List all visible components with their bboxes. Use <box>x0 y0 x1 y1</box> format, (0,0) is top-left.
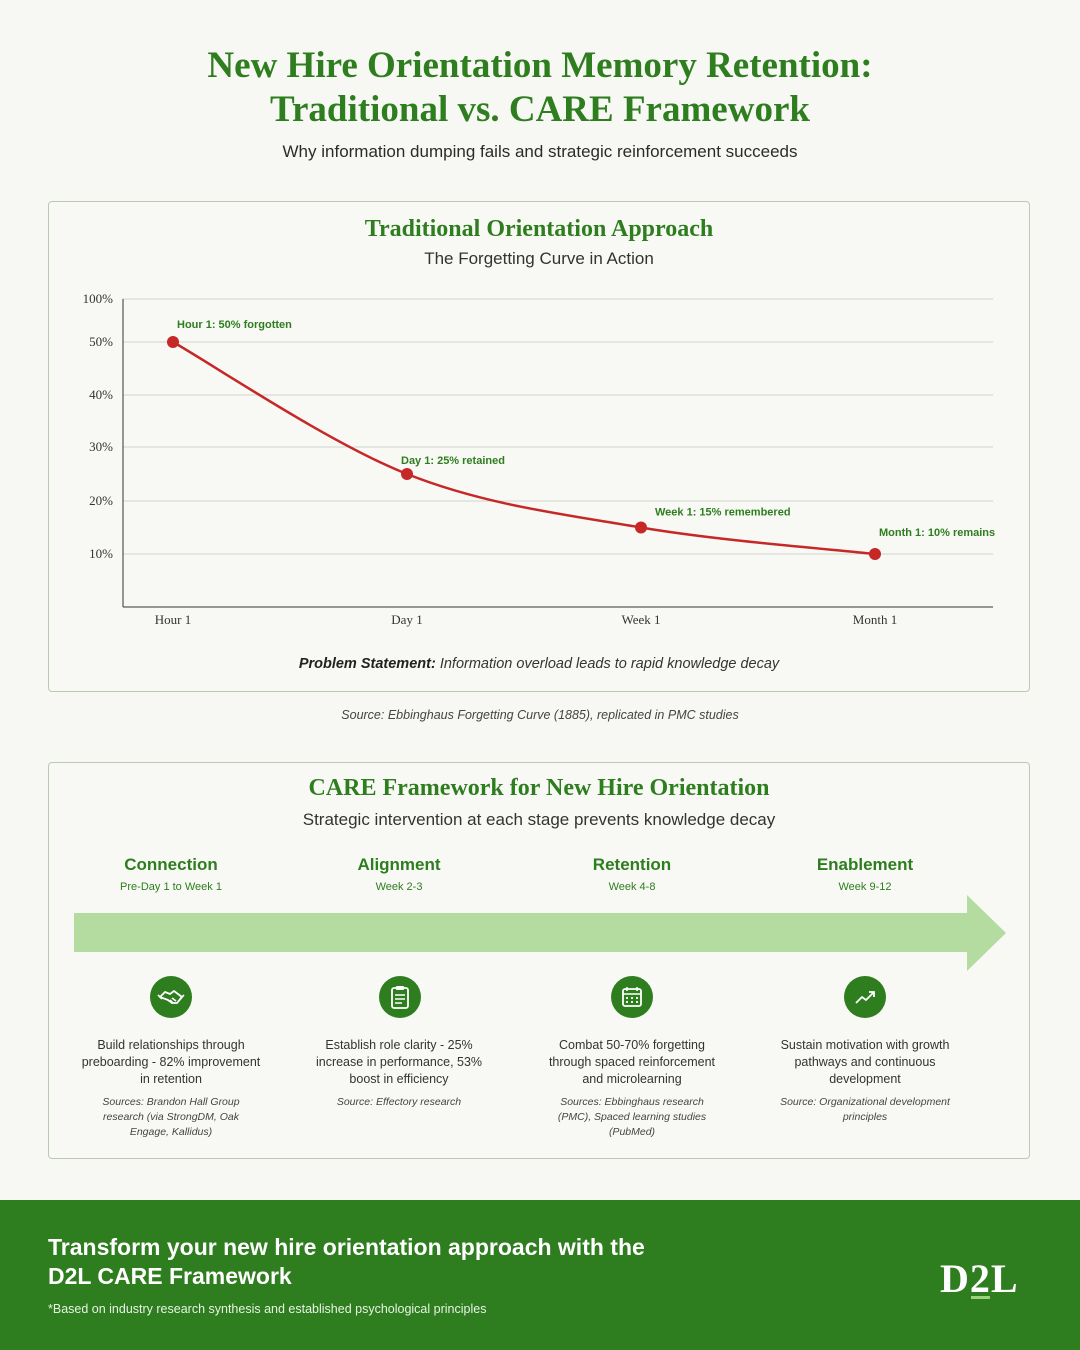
stage-description: Sustain motivation with growth pathways … <box>780 1038 950 1086</box>
traditional-title: Traditional Orientation Approach <box>364 216 714 242</box>
stage-source: Sources: Brandon Hall Group research (vi… <box>102 1096 240 1138</box>
stage-name: Retention <box>592 855 672 874</box>
title-line-2: Traditional vs. CARE Framework <box>270 89 810 130</box>
x-tick-label: Hour 1 <box>155 612 191 627</box>
care-title: CARE Framework for New Hire Orientation <box>308 775 770 801</box>
data-annotation: Month 1: 10% remains <box>879 527 995 539</box>
data-point <box>401 468 413 480</box>
data-point <box>635 521 647 534</box>
stage-connection: Connection Pre-Day 1 to Week 1 <box>71 855 271 893</box>
trending-up-icon <box>844 976 886 1018</box>
stage-enablement: Enablement Week 9-12 <box>765 855 965 893</box>
d2l-logo: D2L <box>940 1255 1019 1302</box>
stage-alignment: Alignment Week 2-3 <box>299 855 499 893</box>
problem-statement: Problem Statement: Information overload … <box>49 656 1029 672</box>
traditional-subtitle: The Forgetting Curve in Action <box>424 249 654 268</box>
handshake-icon <box>150 976 192 1018</box>
title-line-1: New Hire Orientation Memory Retention: <box>207 45 873 86</box>
y-tick-label: 100% <box>83 291 114 306</box>
stage-timing: Week 2-3 <box>375 881 423 893</box>
clipboard-icon <box>379 976 421 1018</box>
logo-letter-d: D <box>940 1256 970 1301</box>
calendar-icon <box>611 976 653 1018</box>
x-tick-label: Week 1 <box>621 612 660 627</box>
care-subtitle: Strategic intervention at each stage pre… <box>302 810 776 829</box>
footer-headline: Transform your new hire orientation appr… <box>48 1234 645 1289</box>
y-tick-label: 30% <box>89 439 113 454</box>
stage-name: Enablement <box>816 855 914 874</box>
series-line <box>172 340 876 556</box>
y-tick-label: 40% <box>89 387 113 402</box>
footer-banner: Transform your new hire orientation appr… <box>0 1200 1080 1350</box>
stage-timing: Week 9-12 <box>838 881 892 893</box>
y-tick-label: 10% <box>89 546 113 561</box>
y-tick-label: 50% <box>89 334 113 349</box>
data-point <box>869 548 881 560</box>
stage-timing: Week 4-8 <box>608 881 656 893</box>
forgetting-curve-chart: 100% 50% 40% 30% 20% 10% Hour 1 Day 1 Week 1 Mont… <box>83 291 995 627</box>
logo-letter-l: L <box>990 1256 1019 1301</box>
stage-description: Establish role clarity - 25% increase in… <box>315 1038 483 1086</box>
stage-source: Source: Organizational development princ… <box>780 1096 950 1123</box>
stage-timing: Pre-Day 1 to Week 1 <box>120 881 222 893</box>
problem-text: Information overload leads to rapid know… <box>439 656 780 672</box>
stage-source: Source: Effectory research <box>336 1096 462 1108</box>
stage-source: Sources: Ebbinghaus research (PMC), Spac… <box>557 1096 707 1138</box>
x-tick-label: Month 1 <box>853 612 897 627</box>
chart-source: Source: Ebbinghaus Forgetting Curve (188… <box>341 708 739 722</box>
logo-digit-2: 2 <box>969 1256 991 1301</box>
stage-name: Connection <box>124 855 218 874</box>
traditional-panel: Traditional Orientation Approach The For… <box>48 201 1030 692</box>
timeline-arrow <box>74 895 1006 971</box>
stage-name: Alignment <box>357 855 441 874</box>
care-panel: CARE Framework for New Hire Orientation … <box>48 762 1030 1159</box>
data-annotation: Week 1: 15% remembered <box>655 507 791 519</box>
stage-description: Build relationships through preboarding … <box>81 1038 261 1086</box>
stage-retention: Retention Week 4-8 <box>532 855 732 893</box>
problem-label: Problem Statement: <box>298 656 436 672</box>
data-annotation: Day 1: 25% retained <box>401 455 505 467</box>
data-point <box>167 336 179 348</box>
page-subtitle: Why information dumping fails and strate… <box>282 142 798 161</box>
data-annotation: Hour 1: 50% forgotten <box>177 319 292 331</box>
footer-note: *Based on industry research synthesis an… <box>48 1302 487 1316</box>
y-tick-label: 20% <box>89 493 113 508</box>
x-tick-label: Day 1 <box>391 612 422 627</box>
page-title: New Hire Orientation Memory Retention: T… <box>0 44 1080 132</box>
stage-description: Combat 50-70% forgetting through spaced … <box>548 1038 716 1086</box>
